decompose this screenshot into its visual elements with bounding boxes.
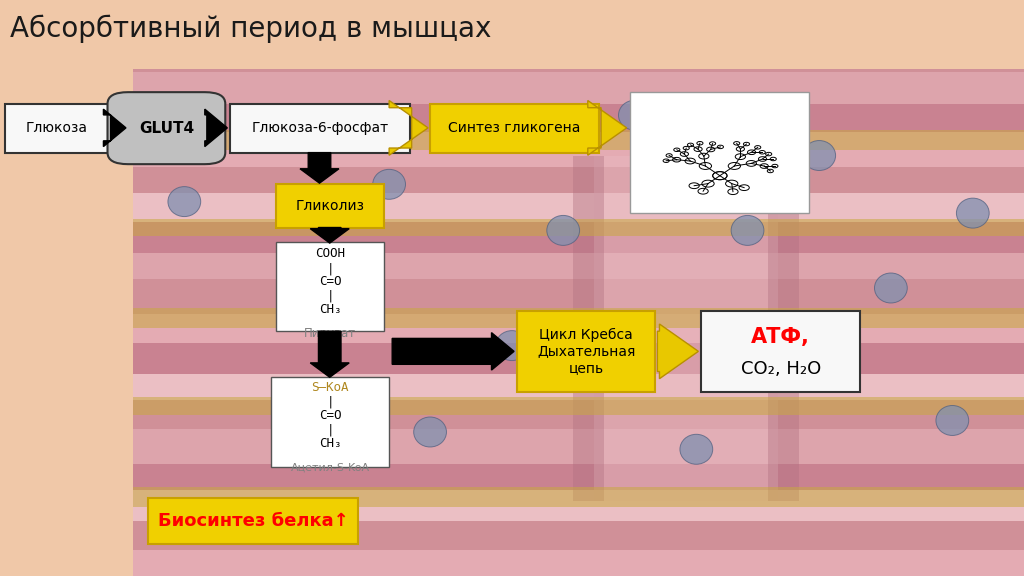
Bar — [133, 400, 1024, 429]
Ellipse shape — [373, 169, 406, 199]
Bar — [133, 314, 1024, 343]
FancyBboxPatch shape — [5, 104, 108, 153]
Ellipse shape — [496, 331, 528, 361]
Bar — [133, 167, 1024, 193]
Text: CO₂, H₂O: CO₂, H₂O — [740, 360, 821, 378]
FancyArrow shape — [310, 228, 349, 243]
Text: C=O: C=O — [319, 275, 341, 289]
Text: Пируват: Пируват — [304, 327, 356, 340]
Bar — [133, 69, 1024, 576]
Text: |: | — [327, 290, 334, 303]
FancyArrow shape — [588, 101, 627, 155]
Bar — [133, 490, 1024, 521]
Bar — [276, 242, 384, 331]
Bar — [133, 521, 1024, 550]
FancyBboxPatch shape — [230, 104, 410, 153]
Ellipse shape — [874, 273, 907, 303]
Bar — [133, 219, 1024, 236]
Bar — [630, 92, 809, 213]
Text: Цикл Кребса
Дыхательная
цепь: Цикл Кребса Дыхательная цепь — [537, 328, 636, 374]
Bar — [133, 343, 1024, 374]
Bar — [133, 130, 1024, 150]
Ellipse shape — [618, 100, 651, 130]
Text: GLUT4: GLUT4 — [139, 120, 194, 136]
Bar — [133, 253, 1024, 279]
Bar — [133, 308, 1024, 328]
Text: COOH: COOH — [315, 247, 345, 260]
Bar — [271, 377, 389, 467]
Ellipse shape — [936, 406, 969, 435]
FancyBboxPatch shape — [108, 92, 225, 164]
Ellipse shape — [772, 342, 805, 372]
FancyArrow shape — [657, 324, 698, 379]
FancyArrow shape — [389, 101, 428, 155]
Bar — [133, 464, 1024, 490]
Bar — [133, 487, 1024, 507]
FancyArrow shape — [310, 331, 349, 377]
Ellipse shape — [731, 215, 764, 245]
Text: |: | — [327, 396, 334, 409]
Ellipse shape — [168, 187, 201, 217]
Bar — [133, 279, 1024, 314]
Bar — [133, 193, 1024, 222]
Bar — [133, 72, 1024, 104]
Bar — [133, 397, 1024, 415]
FancyArrow shape — [103, 109, 126, 147]
Text: Ацетил-S-KoA: Ацетил-S-KoA — [291, 463, 370, 472]
Ellipse shape — [291, 285, 324, 314]
Text: АТФ,: АТФ, — [752, 327, 810, 347]
FancyArrow shape — [205, 109, 227, 147]
Text: Глюкоза-6-фосфат: Глюкоза-6-фосфат — [252, 121, 388, 135]
Ellipse shape — [547, 215, 580, 245]
Text: Абсорбтивный период в мышцах: Абсорбтивный период в мышцах — [10, 14, 492, 43]
Bar — [701, 311, 860, 392]
Bar — [133, 132, 1024, 167]
Text: CH₃: CH₃ — [319, 303, 341, 316]
FancyBboxPatch shape — [148, 498, 358, 544]
Bar — [573, 156, 604, 501]
Text: CH₃: CH₃ — [319, 437, 341, 450]
Bar — [133, 222, 1024, 253]
Text: Глюкоза: Глюкоза — [26, 121, 87, 135]
FancyBboxPatch shape — [430, 104, 599, 153]
FancyBboxPatch shape — [276, 184, 384, 228]
Text: Гликолиз: Гликолиз — [296, 199, 365, 213]
Text: Биосинтез белка↑: Биосинтез белка↑ — [158, 512, 349, 530]
Text: C=O: C=O — [319, 409, 341, 422]
Bar — [0, 0, 133, 576]
Text: |: | — [327, 262, 334, 275]
Bar — [768, 156, 799, 501]
Bar — [133, 429, 1024, 464]
Ellipse shape — [414, 417, 446, 447]
Bar — [594, 156, 778, 501]
Text: Синтез гликогена: Синтез гликогена — [449, 121, 581, 135]
FancyArrow shape — [392, 333, 514, 370]
Ellipse shape — [956, 198, 989, 228]
FancyBboxPatch shape — [517, 311, 655, 392]
Bar — [133, 374, 1024, 400]
Ellipse shape — [803, 141, 836, 170]
Bar — [133, 550, 1024, 576]
Text: S–KoA: S–KoA — [311, 381, 349, 395]
FancyArrow shape — [300, 153, 339, 183]
Bar — [133, 104, 1024, 132]
Text: |: | — [327, 423, 334, 437]
Ellipse shape — [680, 434, 713, 464]
